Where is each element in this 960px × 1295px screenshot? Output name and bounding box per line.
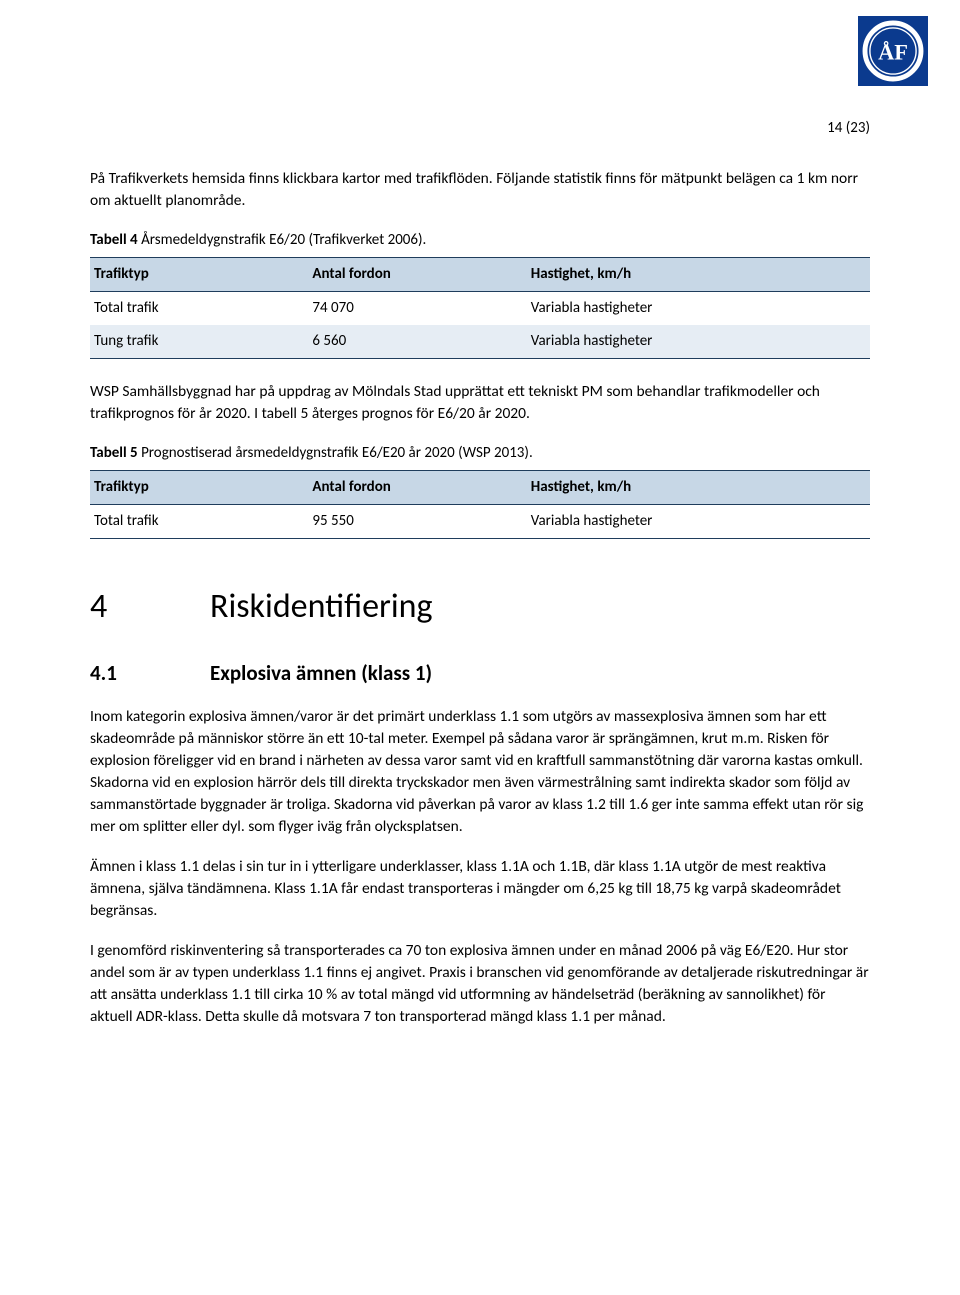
table-cell: 95 550: [308, 505, 526, 539]
table4-header-cell: Antal fordon: [308, 258, 526, 292]
intro-paragraph: På Trafikverkets hemsida finns klickbara…: [90, 168, 870, 212]
table-cell: Total trafik: [90, 505, 308, 539]
section-title: Riskidentifiering: [210, 583, 433, 631]
table5-header-row: Trafiktyp Antal fordon Hastighet, km/h: [90, 471, 870, 505]
table4-caption-rest: Årsmedeldygnstrafik E6/20 (Trafikverket …: [138, 231, 427, 249]
section-heading: 4 Riskidentifiering: [90, 583, 870, 631]
table5-header-cell: Antal fordon: [308, 471, 526, 505]
table-row: Total trafik74 070Variabla hastigheter: [90, 292, 870, 326]
table4: Trafiktyp Antal fordon Hastighet, km/h T…: [90, 257, 870, 359]
table5-header-cell: Trafiktyp: [90, 471, 308, 505]
table5-caption-rest: Prognostiserad årsmedeldygnstrafik E6/E2…: [138, 444, 533, 462]
table5-caption: Tabell 5 Prognostiserad årsmedeldygnstra…: [90, 443, 870, 464]
table5-caption-bold: Tabell 5: [90, 444, 138, 462]
section-number: 4: [90, 583, 210, 631]
table-row: Total trafik95 550Variabla hastigheter: [90, 505, 870, 539]
table-row: Tung trafik6 560Variabla hastigheter: [90, 325, 870, 359]
table4-caption: Tabell 4 Årsmedeldygnstrafik E6/20 (Traf…: [90, 230, 870, 251]
table-cell: Variabla hastigheter: [527, 292, 870, 326]
page-number: 14 (23): [827, 118, 870, 139]
table4-header-cell: Trafiktyp: [90, 258, 308, 292]
svg-text:ÅF: ÅF: [878, 39, 908, 64]
table-cell: 6 560: [308, 325, 526, 359]
table-cell: Total trafik: [90, 292, 308, 326]
subsection-number: 4.1: [90, 659, 210, 688]
table4-header-cell: Hastighet, km/h: [527, 258, 870, 292]
mid-paragraph: WSP Samhällsbyggnad har på uppdrag av Mö…: [90, 381, 870, 425]
subsection-title: Explosiva ämnen (klass 1): [210, 659, 432, 688]
body-paragraph-1: Inom kategorin explosiva ämnen/varor är …: [90, 706, 870, 838]
table5-header-cell: Hastighet, km/h: [527, 471, 870, 505]
table5: Trafiktyp Antal fordon Hastighet, km/h T…: [90, 470, 870, 539]
table-cell: Variabla hastigheter: [527, 505, 870, 539]
table-cell: 74 070: [308, 292, 526, 326]
table4-header-row: Trafiktyp Antal fordon Hastighet, km/h: [90, 258, 870, 292]
body-paragraph-3: I genomförd riskinventering så transport…: [90, 940, 870, 1028]
body-paragraph-2: Ämnen i klass 1.1 delas i sin tur in i y…: [90, 856, 870, 922]
subsection-heading: 4.1 Explosiva ämnen (klass 1): [90, 659, 870, 688]
table-cell: Variabla hastigheter: [527, 325, 870, 359]
table4-caption-bold: Tabell 4: [90, 231, 138, 249]
af-logo: ÅF: [858, 16, 928, 86]
table-cell: Tung trafik: [90, 325, 308, 359]
